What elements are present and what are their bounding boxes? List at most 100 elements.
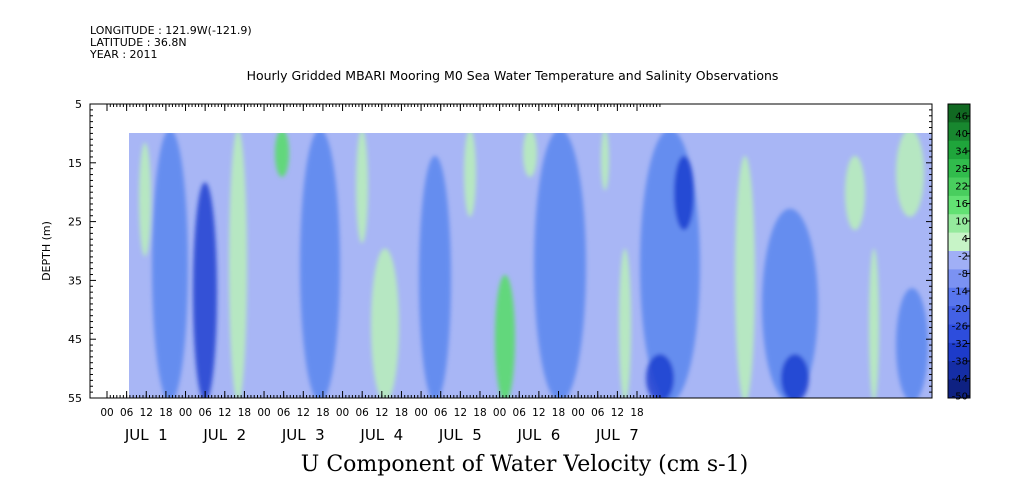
latitude-label: LATITUDE : 36.8N — [90, 36, 187, 49]
colorbar-band — [948, 251, 970, 270]
x-tick-label: 12 — [454, 407, 467, 419]
colorbar-band — [948, 232, 970, 252]
field-patch — [781, 354, 809, 398]
colorbar-band — [948, 159, 970, 178]
x-tick-label: 06 — [198, 407, 212, 419]
colorbar-band — [948, 324, 970, 344]
x-axis: 00 06 12 18 00 06 12 18 00 06 12 18 00 06 12 18 00 06 12 18… — [100, 104, 661, 444]
x-tick-label: 06 — [356, 407, 370, 419]
x-tick-label: 00 — [257, 407, 270, 419]
field-patch — [152, 133, 188, 398]
field-patch — [300, 133, 340, 398]
field-patch — [735, 155, 755, 398]
velocity-field — [129, 133, 932, 398]
colorbar-label: 46 — [955, 112, 968, 123]
x-tick-label: 18 — [552, 407, 565, 419]
field-patch — [464, 133, 476, 217]
y-tick-label: 25 — [68, 216, 82, 229]
colorbar-band — [948, 269, 970, 289]
colorbar-band — [948, 342, 970, 362]
x-tick-label: 06 — [277, 407, 291, 419]
colorbar-band — [948, 177, 970, 197]
field-patch — [601, 133, 609, 191]
colorbar-label: 4 — [962, 234, 968, 245]
x-tick-label: 18 — [238, 407, 251, 419]
field-patch — [762, 208, 818, 398]
colorbar-label: 28 — [955, 164, 968, 175]
colorbar-label: -50 — [952, 392, 968, 403]
y-tick-label: 55 — [68, 392, 82, 405]
field-patch — [845, 155, 865, 231]
colorbar-label: -2 — [958, 252, 968, 263]
x-tick-label: 12 — [297, 407, 310, 419]
y-axis: 5 15 25 35 45 55 — [68, 98, 932, 405]
colorbar-band — [948, 140, 970, 160]
field-patch — [896, 133, 924, 217]
colorbar-band — [948, 361, 970, 381]
x-day-label: JUL 2 — [202, 426, 246, 444]
x-tick-label: 06 — [434, 407, 448, 419]
colorbar-label: 22 — [955, 182, 968, 193]
field-patch — [229, 133, 247, 398]
x-tick-label: 12 — [375, 407, 388, 419]
x-tick-label: 06 — [591, 407, 605, 419]
colorbar-band — [948, 214, 970, 234]
field-patch — [674, 155, 694, 231]
y-axis-title: DEPTH (m) — [40, 221, 53, 281]
colorbar-band — [948, 195, 970, 215]
x-tick-label: 12 — [140, 407, 153, 419]
field-patch — [534, 133, 586, 398]
colorbar-band — [948, 287, 970, 307]
field-patch — [523, 133, 537, 178]
field-patch — [495, 274, 515, 398]
x-tick-label: 00 — [414, 407, 427, 419]
x-day-label: JUL 3 — [281, 426, 325, 444]
year-label: YEAR : 2011 — [90, 48, 158, 61]
x-tick-label: 18 — [395, 407, 408, 419]
colorbar-label: 34 — [955, 147, 968, 158]
colorbar-band — [948, 306, 970, 325]
field-patch — [275, 133, 289, 178]
colorbar-label: -8 — [958, 269, 968, 280]
y-tick-label: 45 — [68, 333, 82, 346]
x-day-label: JUL 4 — [359, 426, 403, 444]
x-tick-label: 12 — [611, 407, 624, 419]
x-day-label: JUL 1 — [124, 426, 168, 444]
x-tick-label: 00 — [571, 407, 584, 419]
x-tick-label: 18 — [159, 407, 172, 419]
colorbar-label: -20 — [952, 304, 968, 315]
y-tick-label: 35 — [68, 274, 82, 287]
colorbar: 46 40 34 28 22 16 10 4 -2 -8 -14 -20 -26 -32 -38 -44 -50 — [947, 103, 971, 403]
x-tick-label: 18 — [316, 407, 329, 419]
x-tick-label: 12 — [532, 407, 545, 419]
colorbar-label: 16 — [955, 199, 968, 210]
field-patch — [646, 354, 674, 398]
x-tick-label: 18 — [473, 407, 486, 419]
field-patch — [193, 182, 217, 398]
x-tick-label: 00 — [336, 407, 349, 419]
chart-title: Hourly Gridded MBARI Mooring M0 Sea Wate… — [246, 68, 779, 83]
colorbar-label: -38 — [952, 357, 968, 368]
x-tick-label: 18 — [630, 407, 643, 419]
x-day-label: JUL 5 — [438, 426, 482, 444]
colorbar-frame — [947, 103, 971, 399]
colorbar-label: 10 — [955, 217, 968, 228]
x-day-label: JUL 7 — [595, 426, 639, 444]
x-tick-label: 06 — [120, 407, 134, 419]
field-patch — [869, 248, 879, 398]
field-patch — [419, 155, 451, 398]
x-tick-label: 12 — [218, 407, 231, 419]
field-patch — [371, 248, 399, 398]
colorbar-band — [948, 122, 970, 142]
y-tick-label: 15 — [68, 157, 82, 170]
x-day-label: JUL 6 — [516, 426, 560, 444]
colorbar-band — [948, 379, 970, 399]
colorbar-band — [948, 104, 970, 123]
x-axis-title: U Component of Water Velocity (cm s-1) — [300, 452, 749, 477]
colorbar-label: -32 — [952, 339, 968, 350]
y-tick-label: 5 — [75, 98, 82, 111]
colorbar-label: -44 — [952, 374, 968, 385]
longitude-label: LONGITUDE : 121.9W(-121.9) — [90, 24, 252, 37]
x-tick-label: 00 — [493, 407, 506, 419]
